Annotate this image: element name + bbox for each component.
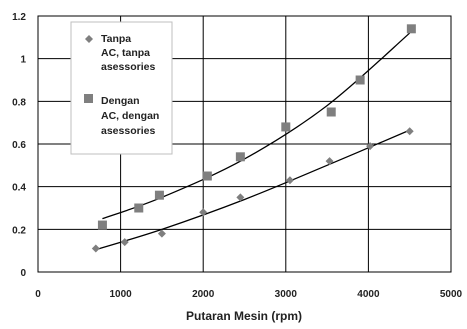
y-tick-labels: 0 0.2 0.4 0.6 0.8 1 1.2 xyxy=(12,12,26,279)
legend-series-2-line-2: AC, dengan xyxy=(101,110,159,122)
data-point-series-1 xyxy=(199,208,208,217)
x-tick-labels: 0 1000 2000 3000 4000 5000 xyxy=(35,289,462,300)
legend-marker-square xyxy=(84,94,93,103)
data-point-series-2 xyxy=(97,220,107,230)
data-point-series-1 xyxy=(120,238,129,247)
legend-series-1-line-3: asessories xyxy=(101,61,155,73)
data-point-series-2 xyxy=(355,75,365,85)
legend-series-2-line-3: asessories xyxy=(101,125,155,137)
legend-series-1-line-1: Tanpa xyxy=(101,33,131,45)
y-tick-label: 1.2 xyxy=(12,12,26,23)
x-tick-label: 0 xyxy=(35,289,41,300)
data-point-series-2 xyxy=(235,152,245,162)
data-point-series-1 xyxy=(157,229,166,238)
legend-series-1-line-2: AC, tanpa xyxy=(101,47,150,59)
data-point-series-2 xyxy=(281,122,291,132)
data-point-series-2 xyxy=(406,24,416,34)
data-point-series-1 xyxy=(325,157,334,166)
data-point-series-1 xyxy=(285,176,294,185)
y-tick-label: 1 xyxy=(20,55,26,66)
data-point-series-1 xyxy=(91,244,100,253)
x-tick-label: 5000 xyxy=(440,289,463,300)
x-tick-label: 1000 xyxy=(109,289,132,300)
x-tick-label: 4000 xyxy=(357,289,380,300)
data-points xyxy=(91,24,416,253)
y-tick-label: 0.4 xyxy=(12,183,26,194)
data-point-series-2 xyxy=(134,203,144,213)
data-point-series-2 xyxy=(202,171,212,181)
x-tick-label: 2000 xyxy=(192,289,215,300)
trendline-series-1 xyxy=(95,129,410,251)
legend: Tanpa AC, tanpa asessories Dengan AC, de… xyxy=(70,21,173,155)
plot-border xyxy=(37,15,452,273)
x-axis-title: Putaran Mesin (rpm) xyxy=(186,309,302,323)
data-point-series-1 xyxy=(236,193,245,202)
legend-box xyxy=(70,21,173,155)
y-tick-label: 0 xyxy=(20,268,26,279)
y-tick-label: 0.6 xyxy=(12,140,26,151)
legend-series-2-line-1: Dengan xyxy=(101,95,140,107)
data-point-series-2 xyxy=(154,190,164,200)
data-point-series-1 xyxy=(405,127,414,136)
x-tick-label: 3000 xyxy=(275,289,298,300)
axes xyxy=(37,15,452,273)
data-point-series-1 xyxy=(366,142,375,151)
y-tick-label: 0.2 xyxy=(12,225,26,236)
data-point-series-2 xyxy=(326,107,336,117)
legend-marker-diamond xyxy=(85,35,93,43)
y-tick-label: 0.8 xyxy=(12,97,26,108)
